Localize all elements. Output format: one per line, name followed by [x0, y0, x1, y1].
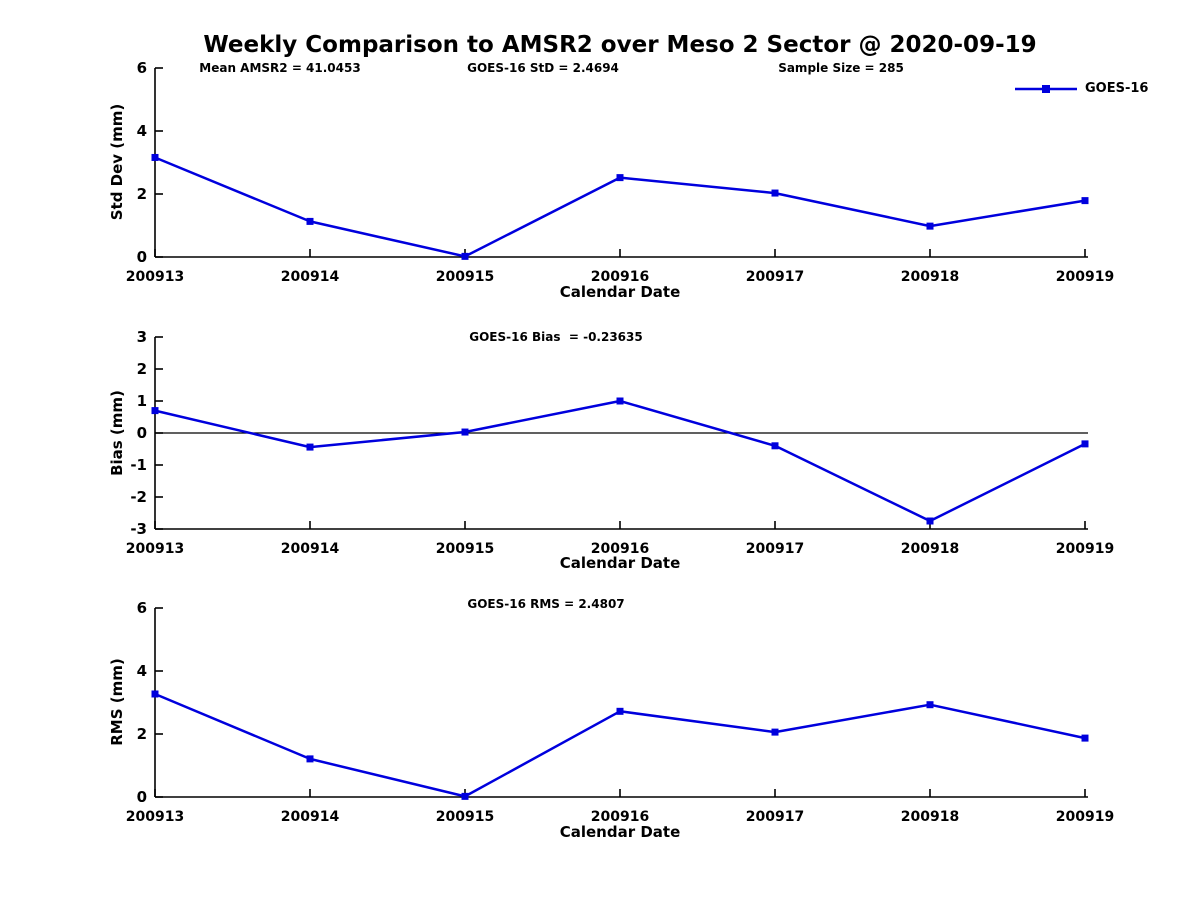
x-tick-label: 200915: [435, 809, 495, 825]
x-tick-label: 200919: [1055, 809, 1115, 825]
rms-data-marker: [926, 701, 934, 709]
bias-data-marker: [306, 443, 314, 451]
y-tick-label: 2: [136, 360, 147, 378]
x-tick-label: 200916: [590, 809, 650, 825]
bias-data-marker: [771, 442, 779, 450]
std-dev-data-marker: [926, 222, 934, 230]
std-dev-data-marker: [306, 217, 314, 225]
bias-data-marker: [1081, 440, 1089, 448]
x-tick-label: 200914: [280, 269, 340, 285]
std-dev-annotation: Sample Size = 285: [778, 61, 904, 75]
rms-data-marker: [461, 792, 469, 800]
x-tick-label: 200918: [900, 269, 960, 285]
rms-plot: [151, 607, 1089, 800]
x-tick-label: 200915: [435, 541, 495, 557]
std-dev-plot: [151, 67, 1089, 260]
x-tick-label: 200916: [590, 541, 650, 557]
y-tick-label: 2: [136, 185, 147, 203]
y-tick-label: 2: [136, 725, 147, 743]
x-tick-label: 200914: [280, 541, 340, 557]
y-tick-label: 0: [136, 248, 147, 266]
axes: [154, 607, 1088, 798]
std-dev-data-marker: [1081, 197, 1089, 205]
bias-x-axis-label: Calendar Date: [559, 554, 681, 572]
y-tick-label: 0: [136, 788, 147, 806]
bias-plot: [151, 336, 1089, 530]
axes: [154, 67, 1088, 258]
y-tick-label: -1: [130, 456, 147, 474]
y-tick-label: -2: [130, 488, 147, 506]
legend-line-marker-icon: [1015, 84, 1077, 93]
rms-x-axis-label: Calendar Date: [559, 823, 681, 841]
bias-data-marker: [461, 428, 469, 436]
x-tick-label: 200913: [125, 541, 185, 557]
x-tick-label: 200918: [900, 541, 960, 557]
y-tick-label: -3: [130, 520, 147, 538]
y-tick-label: 1: [136, 392, 147, 410]
std-dev-data-marker: [771, 189, 779, 197]
std-dev-x-axis-label: Calendar Date: [559, 283, 681, 301]
y-tick-label: 4: [136, 662, 147, 680]
y-tick-label: 3: [136, 328, 147, 346]
bias-data-line: [154, 399, 1086, 523]
legend-label: GOES-16: [1085, 81, 1149, 96]
x-tick-label: 200917: [745, 541, 805, 557]
std-dev-annotation: GOES-16 StD = 2.4694: [467, 61, 619, 75]
legend: GOES-16: [1014, 81, 1148, 96]
rms-data-marker: [306, 755, 314, 763]
y-tick-label: 6: [136, 59, 147, 77]
x-tick-label: 200918: [900, 809, 960, 825]
x-tick-label: 200914: [280, 809, 340, 825]
std-dev-data-marker: [461, 252, 469, 260]
rms-data-marker: [1081, 734, 1089, 742]
bias-data-marker: [616, 397, 624, 405]
bias-data-marker: [151, 407, 159, 415]
x-tick-label: 200919: [1055, 269, 1115, 285]
bias-data-marker: [926, 517, 934, 525]
std-dev-data-line: [154, 156, 1086, 258]
x-tick-label: 200916: [590, 269, 650, 285]
x-tick-label: 200913: [125, 809, 185, 825]
rms-data-marker: [771, 728, 779, 736]
x-tick-label: 200917: [745, 269, 805, 285]
y-tick-label: 6: [136, 599, 147, 617]
y-tick-label: 0: [136, 424, 147, 442]
rms-data-marker: [151, 690, 159, 698]
std-dev-data-marker: [151, 153, 159, 161]
figure-title: Weekly Comparison to AMSR2 over Meso 2 S…: [203, 32, 1037, 58]
x-tick-label: 200913: [125, 269, 185, 285]
std-dev-annotation: Mean AMSR2 = 41.0453: [199, 61, 361, 75]
y-tick-label: 4: [136, 122, 147, 140]
x-tick-label: 200917: [745, 809, 805, 825]
rms-annotation: GOES-16 RMS = 2.4807: [467, 597, 625, 611]
x-tick-label: 200915: [435, 269, 495, 285]
bias-annotation: GOES-16 Bias = -0.23635: [469, 330, 643, 344]
x-tick-label: 200919: [1055, 541, 1115, 557]
rms-data-marker: [616, 707, 624, 715]
std-dev-data-marker: [616, 174, 624, 182]
